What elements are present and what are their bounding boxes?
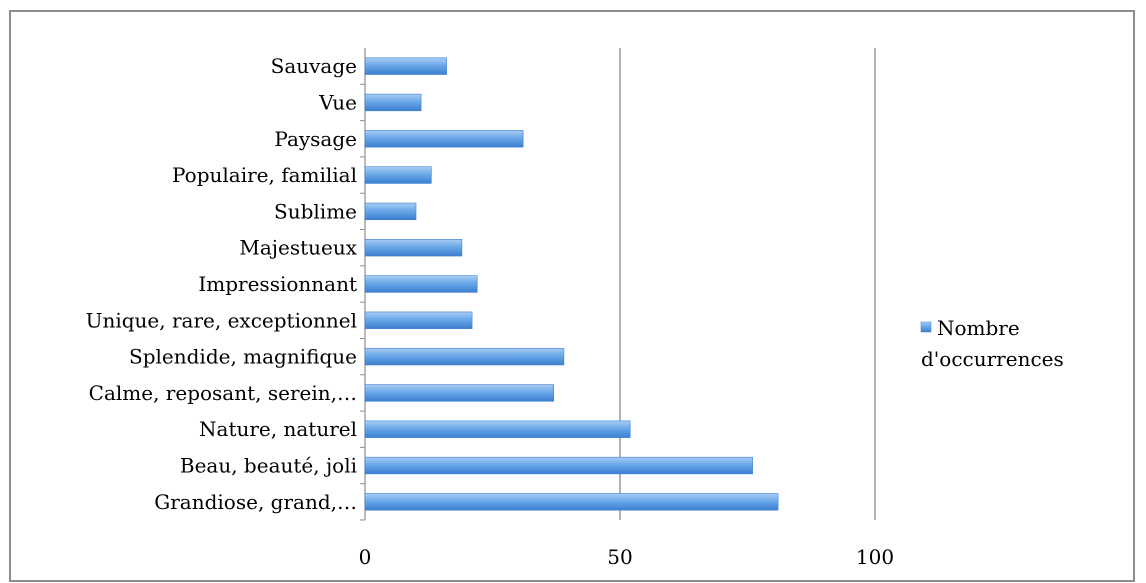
category-label: Unique, rare, exceptionnel [86,308,357,332]
category-labels: Grandiose, grand,… Beau, beauté, joli Natu… [86,54,358,514]
category-label: Majestueux [239,236,357,260]
bar [364,239,463,257]
category-label: Populaire, familial [172,163,357,187]
x-tick-label: 100 [856,545,894,569]
bars [364,57,779,511]
legend-swatch [920,321,932,333]
category-label: Vue [318,90,357,114]
category-label: Nature, naturel [199,417,357,441]
bar [364,202,417,221]
category-label: Beau, beauté, joli [180,454,357,478]
category-label: Grandiose, grand,… [154,490,357,514]
category-label: Impressionnant [198,272,357,296]
bar [364,130,524,148]
bar [364,311,473,329]
bar [364,93,422,112]
chart-frame [9,10,1135,582]
bar [364,347,565,366]
x-tick-label: 0 [359,545,372,569]
legend: Nombre d'occurrences [920,316,1064,371]
category-label: Sauvage [271,54,357,78]
bar [364,384,554,402]
x-tick-label: 50 [607,545,632,569]
bar [364,493,779,511]
legend-label-line2: d'occurrences [921,347,1064,371]
x-tick-labels: 0 50 100 [359,545,894,569]
category-label: Splendide, magnifique [129,345,357,369]
category-label: Sublime [274,199,357,223]
category-label: Paysage [274,127,357,151]
bar [364,275,478,293]
bar [364,166,432,184]
legend-label-line1: Nombre [937,316,1020,340]
bar [364,420,631,438]
category-label: Calme, reposant, serein,… [89,381,357,405]
bar [364,456,753,475]
bar [364,57,447,75]
